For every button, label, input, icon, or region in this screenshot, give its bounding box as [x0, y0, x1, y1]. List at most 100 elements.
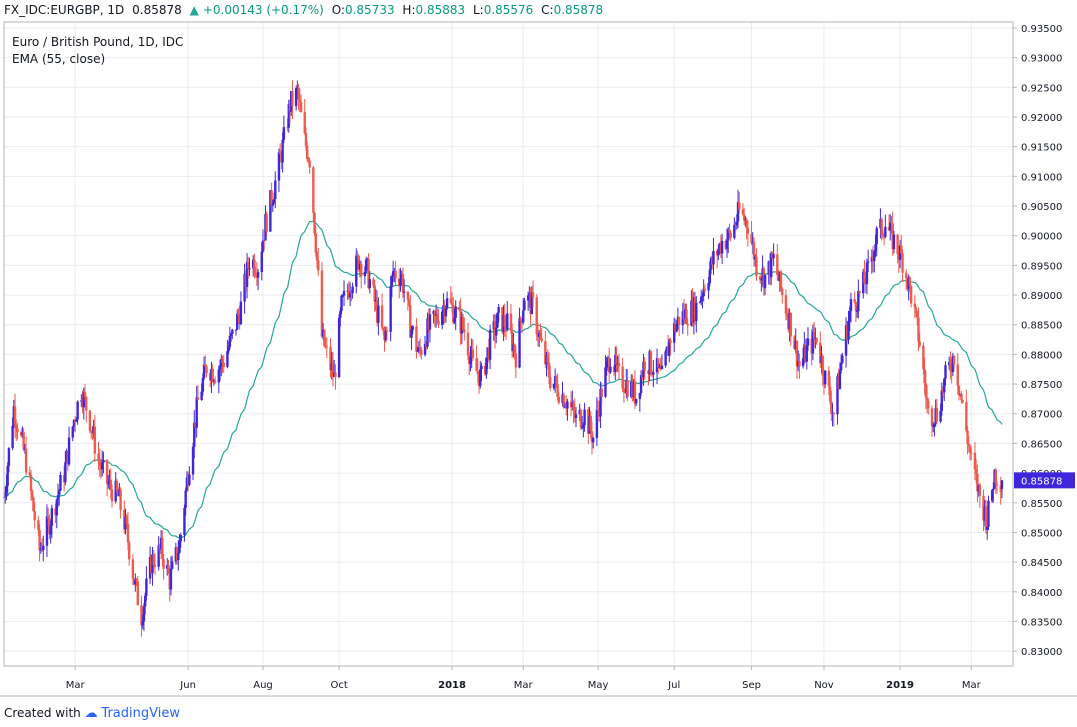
candle-body: [557, 396, 561, 403]
candle-body: [351, 286, 354, 294]
candle-body: [406, 291, 410, 300]
candle-body: [11, 426, 14, 449]
candle-body: [162, 558, 165, 569]
candle-body: [185, 477, 189, 491]
candle-body: [425, 343, 428, 347]
candle-body: [99, 465, 103, 470]
candle-body: [110, 489, 114, 502]
candle-body: [523, 300, 526, 311]
candle-body: [21, 432, 24, 436]
candle-body: [470, 349, 473, 357]
candle-body: [879, 218, 882, 229]
x-tick-label: Nov: [814, 680, 834, 691]
y-tick-label: 0.89000: [1021, 291, 1062, 302]
candle-body: [649, 351, 653, 373]
candle-body: [810, 338, 813, 354]
candle-body: [255, 274, 259, 278]
y-tick-label: 0.87500: [1021, 380, 1062, 391]
candle-body: [108, 479, 111, 484]
candle-body: [801, 358, 805, 367]
candle-body: [385, 330, 389, 332]
candle-body: [752, 242, 756, 260]
candle-body: [510, 330, 514, 352]
candle-body: [367, 258, 370, 288]
candle-body: [321, 330, 325, 337]
candle-body: [675, 324, 678, 332]
candle-body: [119, 489, 122, 510]
candle-body: [33, 511, 36, 521]
low-label: L:: [472, 3, 484, 17]
candle-body: [812, 331, 816, 340]
candle-body: [657, 358, 660, 368]
ema-layer: [3, 220, 1003, 539]
tradingview-brand[interactable]: TradingView: [101, 706, 180, 721]
candle-body: [368, 279, 371, 288]
candle-body: [514, 353, 518, 368]
candle-body: [5, 485, 8, 493]
candle-body: [913, 303, 917, 308]
candle-body: [29, 475, 33, 491]
y-tick-label: 0.92500: [1021, 83, 1062, 94]
candle-body: [135, 579, 138, 582]
high-label: H:: [402, 3, 416, 17]
candle-body: [50, 508, 54, 526]
candle-body: [210, 368, 213, 381]
candle-body: [763, 274, 767, 289]
candle-body: [243, 274, 246, 302]
candle-body: [976, 473, 979, 492]
candle-body: [599, 388, 602, 417]
y-tick-label: 0.84500: [1021, 558, 1062, 569]
candle-body: [394, 270, 397, 279]
candle-body: [298, 99, 302, 103]
candle-body: [105, 460, 109, 484]
candle-body: [420, 349, 423, 355]
candle-body: [924, 383, 928, 398]
candle-body: [303, 111, 306, 134]
candle-body: [411, 326, 414, 330]
candle-body: [186, 477, 190, 485]
candle-body: [449, 298, 453, 304]
candle-body: [718, 243, 721, 250]
candle-body: [616, 363, 619, 365]
candle-body: [347, 290, 351, 298]
candle-body: [814, 337, 817, 340]
candle-body: [875, 228, 878, 245]
candle-body: [24, 448, 28, 473]
candle-body: [947, 362, 951, 366]
candle-body: [668, 340, 671, 356]
candle-body: [280, 154, 283, 163]
candle-body: [823, 370, 827, 385]
candle-body: [648, 351, 651, 374]
candle-body: [815, 337, 818, 343]
candle-body: [650, 372, 654, 375]
candle-body: [796, 360, 800, 367]
candle-body: [787, 317, 790, 330]
candle-body: [746, 227, 750, 235]
candle-body: [580, 427, 584, 429]
candle-body: [48, 518, 51, 535]
candle-body: [141, 621, 144, 626]
candle-body: [269, 190, 272, 232]
candle-body: [107, 483, 110, 485]
candle-body: [711, 258, 714, 265]
candle-body: [350, 292, 353, 294]
candle-body: [174, 547, 178, 562]
candle-body: [460, 316, 464, 334]
symbol-name[interactable]: FX_IDC:EURGBP, 1D: [4, 3, 125, 17]
candle-body: [870, 257, 874, 262]
candle-body: [15, 425, 18, 429]
candle-body: [777, 274, 780, 282]
candle-body: [83, 392, 87, 397]
candle-body: [630, 382, 633, 397]
candle-body: [925, 397, 929, 401]
candle-body: [265, 213, 268, 232]
candle-body: [290, 91, 293, 112]
candle-body: [831, 412, 834, 414]
candle-body: [778, 271, 781, 282]
x-tick-label: Sep: [742, 680, 761, 691]
candle-body: [880, 218, 883, 236]
candle-body: [71, 426, 74, 438]
candle-body: [571, 403, 574, 408]
candle-body: [372, 279, 375, 286]
